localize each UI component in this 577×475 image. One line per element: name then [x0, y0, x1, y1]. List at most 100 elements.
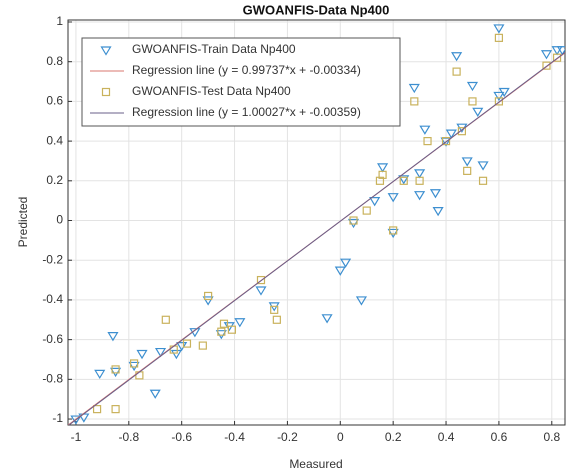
marker [340, 258, 352, 268]
marker [227, 325, 237, 334]
x-axis-label: Measured [289, 457, 342, 471]
marker [419, 125, 431, 135]
y-tick-label: 0.6 [46, 94, 63, 108]
marker [452, 67, 461, 76]
marker [110, 367, 122, 378]
marker [551, 46, 563, 56]
marker [494, 97, 504, 106]
marker [461, 157, 473, 167]
y-tick-label: 0.8 [46, 54, 63, 68]
marker [451, 52, 463, 62]
y-tick-label: -0.6 [42, 332, 63, 346]
plot-frame [67, 19, 566, 426]
x-tick-label: -0.6 [171, 430, 192, 444]
y-tick-label: 0 [56, 213, 63, 227]
marker [204, 291, 213, 301]
marker [415, 176, 424, 185]
marker [272, 315, 281, 324]
y-tick-label: -0.8 [42, 372, 63, 386]
marker [414, 191, 426, 201]
marker [377, 163, 389, 173]
marker [375, 176, 385, 185]
x-tick-label: -0.2 [277, 430, 298, 444]
x-tick-label: 0 [337, 430, 344, 444]
marker [170, 349, 182, 360]
marker [255, 286, 267, 296]
marker [154, 347, 167, 358]
regression-line [68, 52, 565, 425]
y-tick-label: -0.4 [42, 292, 63, 306]
legend-label: Regression line (y = 1.00027*x + -0.0035… [132, 105, 361, 119]
chart-title: GWOANFIS-Data Np400 [243, 2, 390, 17]
marker [556, 46, 565, 56]
y-tick-label: -0.2 [42, 252, 63, 266]
marker [217, 327, 226, 336]
x-tick-label: -1 [71, 430, 82, 444]
legend-box [81, 37, 401, 127]
marker [478, 176, 488, 185]
marker [466, 81, 479, 92]
marker [111, 405, 120, 414]
marker [202, 296, 214, 306]
marker [100, 46, 112, 56]
legend-label: GWOANFIS-Train Data Np400 [132, 42, 296, 56]
marker [128, 361, 140, 372]
marker [410, 97, 419, 106]
marker [369, 197, 381, 207]
marker [463, 166, 472, 175]
plot-area [68, 24, 565, 425]
marker [355, 296, 368, 306]
marker [494, 33, 504, 42]
marker [198, 341, 207, 350]
marker [398, 175, 410, 185]
marker [432, 206, 444, 217]
x-tick-label: 0.4 [438, 430, 455, 444]
marker [498, 87, 510, 98]
marker [414, 169, 426, 179]
marker [129, 359, 139, 368]
marker [387, 193, 399, 203]
marker [111, 365, 120, 374]
marker [387, 228, 399, 239]
marker [107, 332, 119, 342]
legend-label: Regression line (y = 0.99737*x + -0.0033… [132, 63, 361, 77]
marker [389, 226, 398, 235]
marker [101, 87, 111, 97]
marker [149, 389, 161, 399]
marker [399, 176, 408, 185]
x-tick-label: 0.2 [385, 430, 402, 444]
marker [441, 137, 451, 146]
y-tick-label: 1 [56, 14, 63, 28]
marker [552, 53, 562, 62]
x-tick-label: -0.4 [224, 430, 245, 444]
marker [256, 275, 266, 285]
marker [423, 137, 432, 146]
marker [349, 216, 358, 225]
marker [408, 83, 420, 94]
x-tick-label: 0.8 [543, 430, 560, 444]
marker [347, 218, 360, 229]
x-tick-label: -0.8 [118, 430, 139, 444]
marker [472, 107, 484, 117]
y-tick-label: 0.2 [46, 173, 63, 187]
legend-label: GWOANFIS-Test Data Np400 [132, 84, 291, 98]
marker [429, 189, 442, 199]
marker [378, 170, 387, 179]
marker [215, 330, 227, 340]
marker [70, 415, 82, 425]
marker [457, 127, 466, 136]
marker [321, 314, 333, 324]
marker [219, 319, 229, 328]
x-tick-label: 0.6 [491, 430, 508, 444]
marker [161, 315, 170, 324]
marker [542, 61, 551, 70]
marker [493, 91, 505, 102]
marker [540, 50, 553, 60]
marker [334, 266, 346, 276]
marker [92, 405, 102, 414]
marker [362, 206, 371, 215]
marker [477, 161, 489, 171]
marker [493, 24, 505, 34]
marker [445, 129, 457, 139]
y-tick-label: -1 [52, 411, 63, 425]
